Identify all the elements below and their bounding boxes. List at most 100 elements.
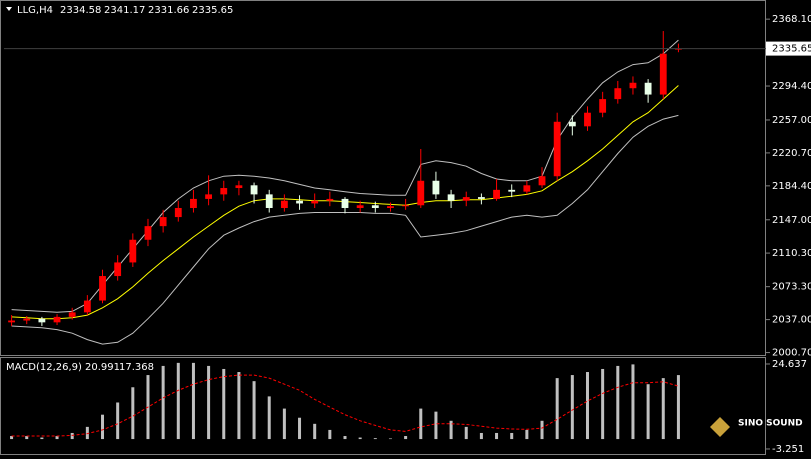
macd-bar: [570, 375, 574, 440]
macd-bar: [601, 368, 605, 440]
candle-body: [205, 194, 213, 199]
candle-body: [174, 207, 182, 218]
menu-arrow[interactable]: [6, 7, 12, 11]
y-tick-label: 2257.00: [772, 115, 811, 126]
candle-body: [326, 198, 334, 201]
candle-body: [99, 276, 106, 301]
ohlc-high: 2341.17: [104, 5, 145, 16]
candle-body: [68, 312, 76, 317]
y-tick-label: 2037.00: [772, 315, 811, 326]
candle-body: [53, 316, 61, 323]
macd-bar: [282, 408, 286, 440]
y-tick-label: 2294.40: [772, 81, 811, 92]
macd-bar: [646, 384, 650, 440]
symbol-title: LLG,H4: [17, 5, 53, 16]
macd-bar: [267, 396, 271, 440]
candle-body: [462, 197, 470, 201]
y-tick-label: 2147.00: [772, 215, 811, 226]
macd-bar: [449, 420, 453, 440]
logo-text: SINO SOUND: [738, 419, 803, 429]
macd-bar: [176, 362, 180, 440]
candle-body: [599, 99, 607, 113]
candle-body: [371, 205, 379, 208]
candle-body: [8, 320, 15, 323]
candle-body: [553, 121, 561, 177]
macd-title: MACD(12,26,9): [6, 362, 82, 373]
macd-bar: [116, 402, 120, 440]
macd-bar: [101, 414, 105, 440]
macd-bar: [25, 436, 29, 440]
price-panel: [0, 0, 766, 356]
candle-body: [190, 198, 197, 208]
macd-bar: [161, 365, 165, 440]
candle-body: [659, 53, 667, 95]
macd-value: 20.991: [85, 362, 120, 373]
y-tick-label: 2220.70: [772, 148, 811, 159]
ohlc-low: 2331.66: [148, 5, 189, 16]
y-tick-label: 2368.10: [772, 14, 811, 25]
macd-bar: [404, 436, 408, 440]
macd-bar: [388, 438, 392, 440]
macd-bar: [510, 432, 514, 440]
price-label: 2335.65: [772, 44, 811, 55]
macd-bar: [313, 423, 317, 440]
macd-bar: [434, 411, 438, 440]
y-tick-label: 2110.30: [772, 248, 811, 259]
candle-body: [568, 121, 576, 127]
ohlc-open: 2334.58: [60, 5, 101, 16]
macd-bar: [207, 365, 211, 440]
macd-bar: [131, 387, 135, 440]
candle-body: [250, 185, 258, 195]
candle-body: [432, 180, 440, 195]
price-label-box: [766, 41, 811, 56]
macd-bar: [464, 426, 468, 440]
candle-body: [493, 189, 500, 199]
macd-bar: [343, 436, 347, 440]
macd-bar: [40, 437, 44, 440]
candle-body: [159, 217, 167, 227]
macd-bar: [70, 432, 74, 440]
watermark: SINO SOUND: [710, 417, 803, 437]
y-tick-label: 2184.40: [772, 181, 811, 192]
macd-bar: [191, 362, 195, 440]
candle-body: [417, 180, 425, 206]
candle-body: [280, 200, 288, 208]
candle-body: [144, 226, 152, 240]
y-tick-label: 2073.30: [772, 282, 811, 293]
macd-bar: [555, 378, 559, 440]
candle-body: [114, 262, 122, 277]
candle-body: [296, 200, 303, 204]
macd-bar: [85, 426, 89, 440]
candle-body: [629, 82, 637, 89]
candle-body: [614, 88, 622, 100]
macd-bar: [373, 438, 377, 440]
y-tick-label: 24.637: [772, 359, 807, 370]
ohlc-close: 2335.65: [192, 5, 233, 16]
macd-bar: [540, 420, 544, 440]
macd-bar: [298, 417, 302, 440]
upper-band-line: [11, 39, 679, 313]
signal-line: [11, 374, 679, 437]
candle-body: [477, 197, 485, 199]
candle-body: [356, 205, 364, 208]
candle-body: [311, 200, 319, 204]
candle-body: [220, 188, 228, 195]
signal-value: 17.368: [119, 362, 154, 373]
macd-bar: [237, 372, 241, 440]
macd-bar: [55, 436, 59, 440]
y-tick-label: -3.251: [772, 444, 804, 455]
macd-bar: [616, 365, 620, 440]
candle-body: [523, 185, 531, 192]
candle-body: [387, 206, 394, 208]
macd-bar: [10, 436, 14, 440]
candle-body: [538, 176, 546, 186]
logo: [710, 417, 730, 437]
y-tick-label: 2000.70: [772, 348, 811, 359]
candle-body: [341, 198, 349, 208]
macd-bar: [328, 429, 332, 440]
candle-body: [644, 82, 652, 95]
macd-bar: [525, 429, 529, 440]
macd-bar: [495, 432, 499, 440]
